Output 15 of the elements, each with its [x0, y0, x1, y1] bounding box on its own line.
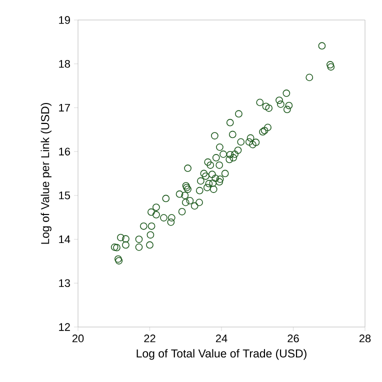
y-tick-label: 15	[59, 192, 70, 200]
y-tick-label: 17	[59, 104, 70, 112]
x-tick-label: 20	[72, 334, 84, 342]
y-tick-label: 14	[59, 236, 70, 244]
y-tick-label: 12	[59, 323, 70, 331]
y-axis-title: Log of Value per Link (USD)	[40, 103, 52, 244]
y-tick-label: 16	[59, 148, 70, 156]
x-tick-label: 22	[144, 334, 156, 342]
y-tick-label: 18	[59, 60, 70, 68]
x-tick-label: 28	[359, 334, 371, 342]
y-tick-label: 13	[59, 279, 70, 288]
x-axis-title: Log of Total Value of Trade (USD)	[136, 349, 306, 360]
y-tick-label: 19	[59, 16, 70, 24]
x-tick-label: 26	[288, 334, 299, 342]
x-tick-label: 24	[216, 334, 228, 342]
